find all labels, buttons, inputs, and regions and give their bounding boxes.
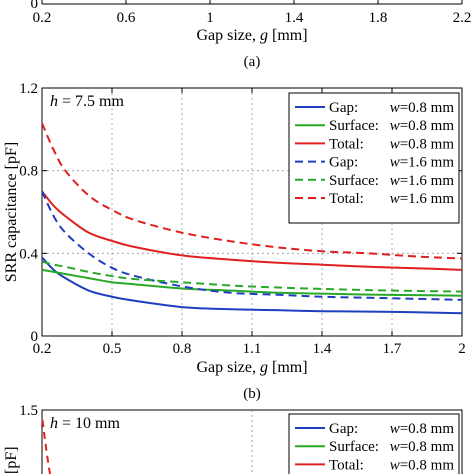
panel-b-legend-name: Total: <box>329 191 364 207</box>
panel-a-xtick-label: 2.2 <box>453 10 472 26</box>
panel-b-legend-name: Surface: <box>329 118 379 134</box>
panel-b-xtick-label: 0.5 <box>103 341 122 357</box>
panel-c-total-w16-line <box>41 419 51 474</box>
panel-c-ytick-label: 1.5 <box>19 403 38 419</box>
panel-b-xtick-label: 2 <box>458 341 466 357</box>
panel-c-legend-width: w=0.8 mm <box>390 421 455 437</box>
panel-b-ytick-label: 0.4 <box>19 246 38 262</box>
panel-c-legend-name: Total: <box>329 457 364 473</box>
panel-b-caption: (b) <box>243 386 261 402</box>
panel-a-ytick-label: 0 <box>31 0 39 12</box>
panel-b: 0.2 0.5 0.8 1.1 1.4 1.7 2 0 0.4 0.8 1.2 h = 7.5 mm… <box>3 81 466 402</box>
panel-c-annotation: h = 10 mm <box>50 415 120 432</box>
panel-c-legend-name: Surface: <box>329 439 379 455</box>
series-line-5 <box>41 122 463 260</box>
panel-a-xtick-label: 0.2 <box>33 10 52 26</box>
panel-b-ytick-label: 1.2 <box>19 81 38 97</box>
panel-b-ytick-label: 0 <box>31 329 39 345</box>
panel-b-xtick-label: 0.8 <box>173 341 192 357</box>
panel-b-annotation: h = 7.5 mm <box>50 93 124 110</box>
panel-b-ytick-label: 0.8 <box>19 164 38 180</box>
panel-b-xtick-label: 1.7 <box>383 341 402 357</box>
panel-a-xticks: 0.2 0.6 1 1.4 1.8 2.2 <box>33 0 472 26</box>
panel-a: 0 0.2 0.6 1 1.4 1.8 2.2 Gap size, g [mm] (a) <box>31 0 472 70</box>
panel-b-xtick-label: 1.1 <box>243 341 262 357</box>
panel-c-legend: Gap: w=0.8 mm Surface: w=0.8 mm Total: w=0.8 … <box>288 413 460 474</box>
panel-b-xtick-label: 0.2 <box>33 341 52 357</box>
panel-b-legend-name: Gap: <box>329 100 358 116</box>
panel-b-legend-width: w=1.6 mm <box>390 155 455 171</box>
panel-b-legend-box <box>288 92 460 224</box>
panel-b-legend-name: Surface: <box>329 173 379 189</box>
panel-c-legend-name: Gap: <box>329 421 358 437</box>
panel-b-legend-width: w=1.6 mm <box>390 173 455 189</box>
panel-b-series <box>41 122 463 315</box>
panel-b-legend: Gap: w=0.8 mm Surface: w=0.8 mm Total: w=0.8 … <box>288 92 460 224</box>
panel-b-legend-width: w=0.8 mm <box>390 118 455 134</box>
panel-b-legend-width: w=1.6 mm <box>390 191 455 207</box>
panel-c: 1.5 [pF] h = 10 mm Gap: w=0.8 mm Surface: w… <box>3 403 463 474</box>
panel-a-xlabel: Gap size, g [mm] <box>196 27 307 44</box>
panel-a-xtick-label: 1.8 <box>369 10 388 26</box>
panel-b-xtick-label: 1.4 <box>313 341 332 357</box>
series-line-1 <box>41 268 463 297</box>
panel-a-caption: (a) <box>244 54 261 70</box>
series-line-2 <box>41 190 463 271</box>
panel-c-ylabel: [pF] <box>3 446 20 474</box>
panel-b-legend-width: w=0.8 mm <box>390 136 455 152</box>
panel-b-ylabel: SRR capacitance [pF] <box>3 142 20 282</box>
panel-b-legend-name: Gap: <box>329 155 358 171</box>
panel-c-legend-width: w=0.8 mm <box>390 457 455 473</box>
panel-b-legend-name: Total: <box>329 136 364 152</box>
series-line-4 <box>41 260 463 293</box>
panel-b-ticks: 0.2 0.5 0.8 1.1 1.4 1.7 2 0 0.4 0.8 1.2 <box>19 81 466 357</box>
panel-c-legend-width: w=0.8 mm <box>390 439 455 455</box>
series-line-3 <box>41 190 463 301</box>
panel-a-xtick-label: 1.4 <box>285 10 304 26</box>
panel-a-xtick-label: 0.6 <box>117 10 136 26</box>
panel-b-legend-width: w=0.8 mm <box>390 100 455 116</box>
panel-a-xtick-label: 1 <box>206 10 214 26</box>
panel-b-xlabel: Gap size, g [mm] <box>196 359 307 376</box>
series-line-0 <box>41 256 463 315</box>
